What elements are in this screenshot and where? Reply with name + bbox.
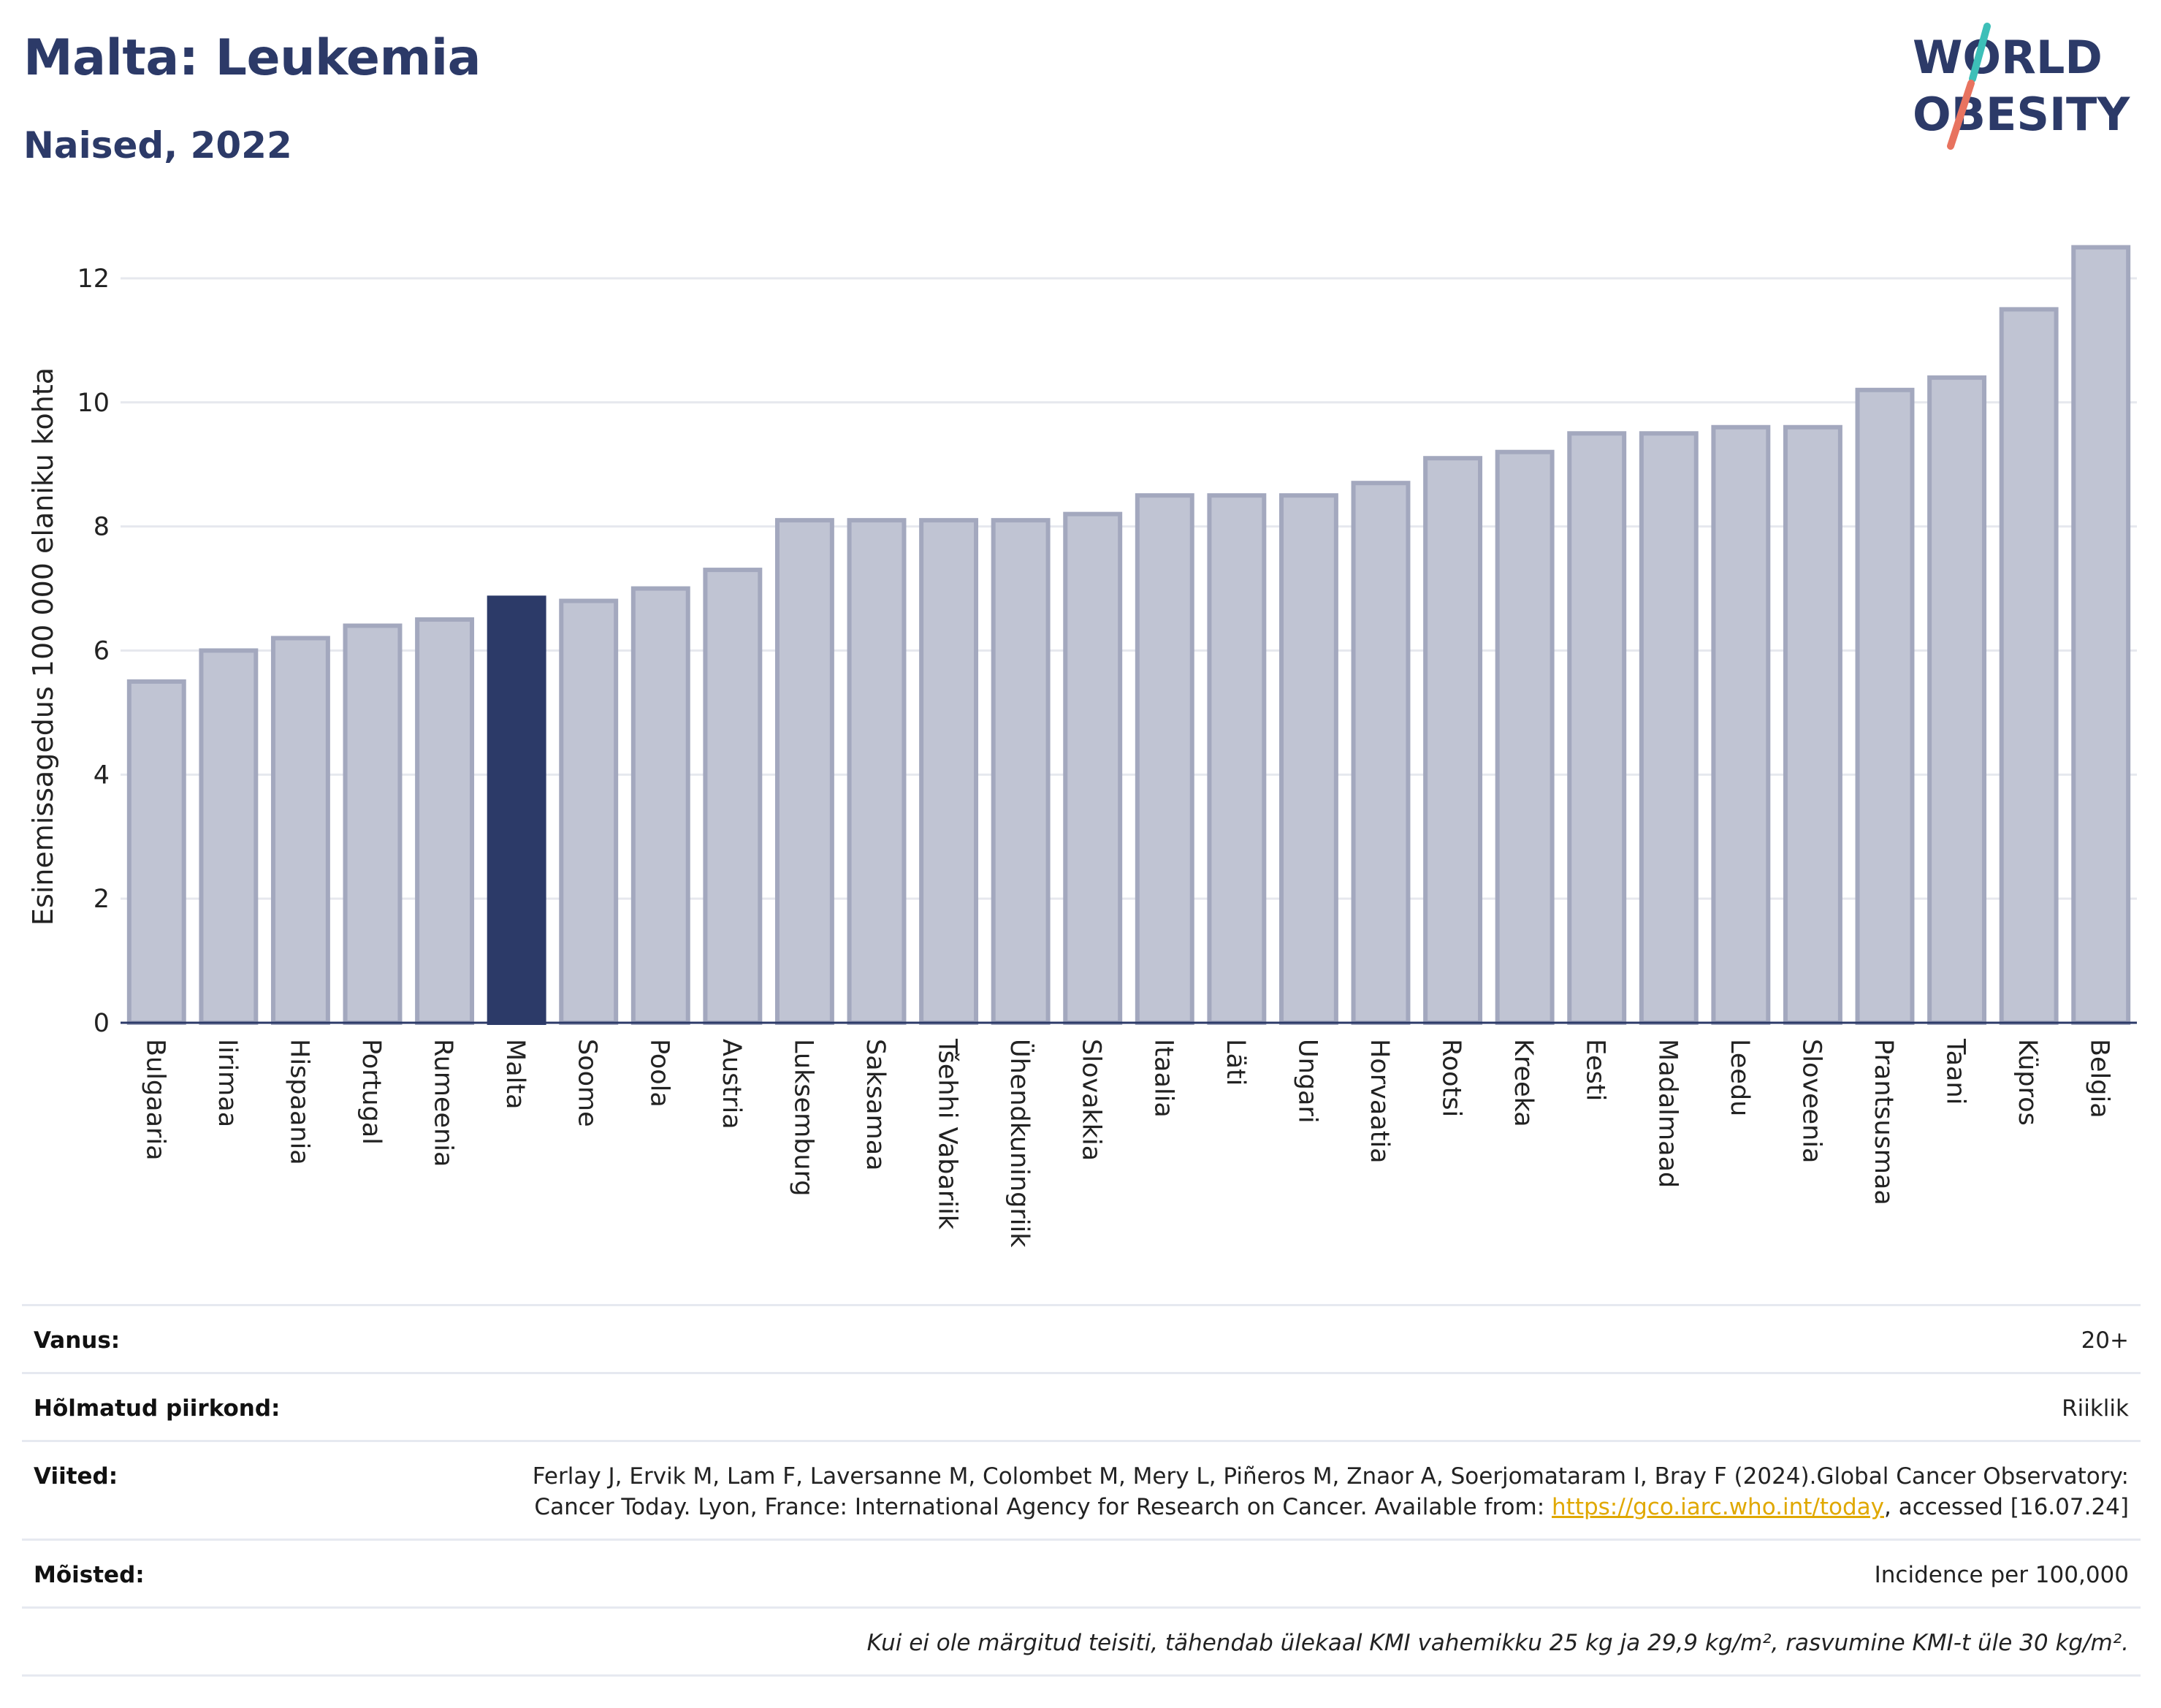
bar-highlight bbox=[487, 595, 546, 1025]
x-category-labels: Bulgaaria Iirimaa Hispaania Portugal Rumeeni… bbox=[140, 1038, 2114, 1248]
bar bbox=[630, 586, 690, 1025]
bar bbox=[1423, 456, 1483, 1025]
x-category-label: Horvaatia bbox=[1365, 1039, 1394, 1164]
references-label: Viited: bbox=[34, 1463, 118, 1490]
x-category-label: Läti bbox=[1221, 1039, 1250, 1086]
meta-row-age: Vanus: 20+ bbox=[22, 1306, 2141, 1374]
y-tick-label: 8 bbox=[94, 513, 110, 542]
bar bbox=[415, 617, 475, 1025]
bar bbox=[847, 518, 907, 1025]
y-tick-label: 0 bbox=[94, 1009, 110, 1038]
x-category-label: Ungari bbox=[1292, 1039, 1322, 1124]
x-category-label: Bulgaaria bbox=[140, 1039, 169, 1161]
x-category-label: Prantsusmaa bbox=[1869, 1039, 1898, 1205]
y-tick-label: 4 bbox=[94, 760, 110, 790]
x-category-label: Belgia bbox=[2085, 1039, 2114, 1118]
x-category-label: Austria bbox=[717, 1039, 746, 1129]
y-tick-label: 6 bbox=[94, 636, 110, 666]
region-label: Hõlmatud piirkond: bbox=[34, 1395, 281, 1422]
x-category-label: Leedu bbox=[1725, 1039, 1754, 1116]
bar bbox=[343, 623, 403, 1025]
bar bbox=[1278, 493, 1338, 1025]
region-value: Riiklik bbox=[2062, 1395, 2129, 1422]
definitions-label: Mõisted: bbox=[34, 1562, 145, 1588]
bar bbox=[270, 636, 330, 1025]
bar bbox=[2071, 245, 2131, 1025]
x-category-label: Rumeenia bbox=[429, 1039, 458, 1167]
x-category-label: Luksemburg bbox=[788, 1039, 817, 1197]
page-title: Malta: Leukemia bbox=[23, 29, 481, 87]
y-tick-label: 10 bbox=[77, 389, 110, 418]
x-category-label: Eesti bbox=[1581, 1039, 1610, 1101]
references-value: Ferlay J, Ervik M, Lam F, Laversanne M, … bbox=[449, 1461, 2129, 1522]
x-category-label: Sloveenia bbox=[1796, 1039, 1826, 1164]
bar bbox=[703, 568, 763, 1025]
bar bbox=[1567, 431, 1627, 1025]
bar bbox=[126, 679, 186, 1026]
bar bbox=[1855, 387, 1915, 1025]
bar bbox=[199, 648, 259, 1025]
age-value: 20+ bbox=[2081, 1327, 2129, 1354]
x-category-label: Itaalia bbox=[1148, 1039, 1178, 1118]
x-category-label: Saksamaa bbox=[861, 1039, 890, 1171]
bar bbox=[1207, 493, 1267, 1025]
x-category-label: Hispaania bbox=[284, 1039, 313, 1165]
bar bbox=[1927, 375, 1987, 1025]
world-obesity-logo: WORLD OBESITY bbox=[1913, 23, 2130, 150]
age-label: Vanus: bbox=[34, 1327, 121, 1354]
x-category-label: Taani bbox=[1941, 1038, 1970, 1105]
meta-row-region: Hõlmatud piirkond: Riiklik bbox=[22, 1374, 2141, 1442]
x-category-label: Tšehhi Vabariik bbox=[933, 1038, 962, 1230]
svg-text:OBESITY: OBESITY bbox=[1913, 88, 2130, 141]
references-text: Ferlay J, Ervik M, Lam F, Laversanne M, … bbox=[532, 1463, 2129, 1520]
x-category-label: Madalmaad bbox=[1653, 1039, 1682, 1188]
bar bbox=[774, 518, 834, 1025]
bar bbox=[559, 598, 619, 1025]
x-category-label: Poola bbox=[644, 1039, 674, 1107]
bars bbox=[126, 245, 2131, 1026]
bar bbox=[1999, 307, 2059, 1025]
x-category-label: Portugal bbox=[357, 1039, 386, 1145]
bar-chart: 0 2 4 6 8 10 12 Bulgaaria Iirimaa Hispaania Portu… bbox=[27, 245, 2137, 1248]
references-link[interactable]: https://gco.iarc.who.int/today bbox=[1552, 1494, 1884, 1520]
x-category-label: Iirimaa bbox=[213, 1039, 242, 1127]
x-category-label: Rootsi bbox=[1437, 1039, 1466, 1117]
svg-text:WORLD: WORLD bbox=[1913, 31, 2103, 84]
y-tick-labels: 0 2 4 6 8 10 12 bbox=[77, 264, 110, 1038]
bar bbox=[991, 518, 1051, 1025]
definitions-value: Incidence per 100,000 bbox=[1874, 1562, 2129, 1588]
y-tick-label: 2 bbox=[94, 885, 110, 914]
meta-row-references: Viited: Ferlay J, Ervik M, Lam F, Lavers… bbox=[22, 1442, 2141, 1541]
meta-row-note: Kui ei ole märgitud teisiti, tähendab ül… bbox=[22, 1609, 2141, 1677]
bar bbox=[1351, 481, 1411, 1025]
y-axis-title: Esinemissagedus 100 000 elaniku kohta bbox=[27, 367, 59, 926]
x-category-label: Soome bbox=[573, 1039, 602, 1127]
references-accessed: , accessed [16.07.24] bbox=[1883, 1494, 2129, 1520]
x-category-label: Küpros bbox=[2013, 1039, 2042, 1126]
x-category-label: Kreeka bbox=[1509, 1039, 1538, 1127]
bar bbox=[1639, 431, 1699, 1025]
bar bbox=[1063, 511, 1123, 1025]
x-category-label: Slovakkia bbox=[1077, 1039, 1106, 1161]
x-category-label: Ühendkuningriik bbox=[1005, 1039, 1035, 1248]
bar bbox=[919, 518, 979, 1025]
metadata-table: Vanus: 20+ Hõlmatud piirkond: Riiklik Vi… bbox=[22, 1304, 2141, 1677]
page-subtitle: Naised, 2022 bbox=[23, 124, 292, 167]
y-tick-label: 12 bbox=[77, 264, 110, 294]
meta-row-definitions: Mõisted: Incidence per 100,000 bbox=[22, 1541, 2141, 1609]
bar bbox=[1783, 424, 1842, 1025]
x-category-label: Malta bbox=[500, 1039, 530, 1110]
bar bbox=[1711, 424, 1771, 1025]
bar bbox=[1495, 449, 1555, 1025]
bar bbox=[1135, 493, 1194, 1025]
bmi-note: Kui ei ole märgitud teisiti, tähendab ül… bbox=[866, 1630, 2129, 1656]
